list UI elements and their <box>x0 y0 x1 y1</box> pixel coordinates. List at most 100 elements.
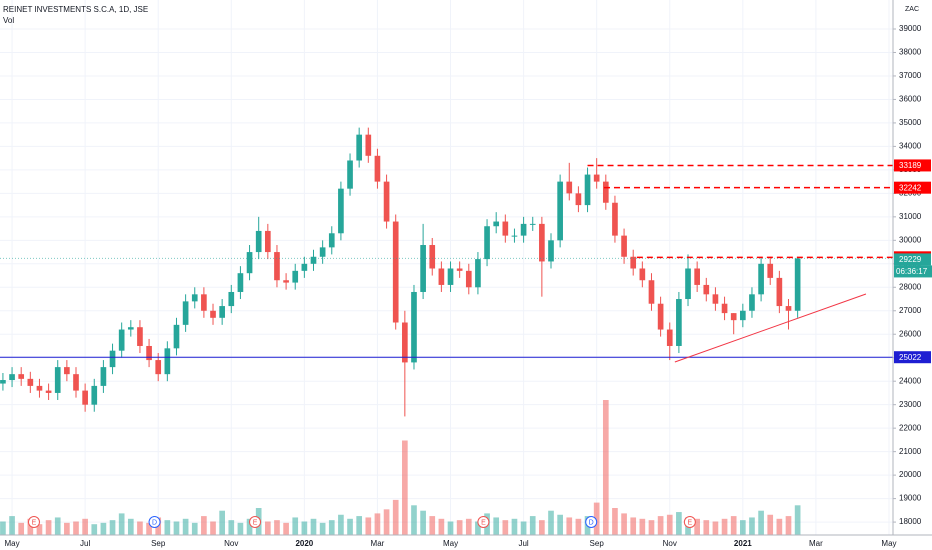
candle-body <box>201 294 207 311</box>
candle-body <box>228 291 235 307</box>
candle-body <box>274 252 280 281</box>
candle-body <box>0 380 6 384</box>
candle-body <box>9 374 15 381</box>
volume-bar <box>402 440 408 535</box>
volume-bar <box>475 521 481 535</box>
volume-bar <box>283 522 289 535</box>
volume-bar <box>739 520 746 535</box>
candle-body <box>639 268 646 281</box>
candle-body <box>328 233 335 248</box>
volume-bar <box>328 520 335 535</box>
candle-body <box>739 310 746 321</box>
volume-bar <box>274 520 280 535</box>
candle-body <box>630 256 637 269</box>
event-marker <box>249 516 262 528</box>
x-tick-label: May <box>4 539 19 548</box>
candle-body <box>712 294 719 304</box>
candle-body <box>18 374 25 379</box>
candle-body <box>447 268 454 285</box>
candle-body <box>721 303 728 314</box>
candle-body <box>785 306 792 311</box>
candle-body <box>137 327 143 346</box>
candle-body <box>392 221 399 323</box>
candle-body <box>557 181 563 241</box>
candle-body <box>283 280 289 283</box>
volume-bar <box>420 510 426 535</box>
volume-bar <box>557 514 563 535</box>
volume-bar <box>347 518 353 535</box>
candle-body <box>173 324 180 349</box>
candle-body <box>648 280 655 304</box>
volume-bar <box>365 517 372 535</box>
volume-bar <box>228 520 235 535</box>
volume-bar <box>767 514 774 535</box>
countdown: 06:36:17 <box>896 267 928 276</box>
countdown-bg <box>894 265 932 278</box>
x-tick-label: Mar <box>809 539 823 548</box>
volume-label: Vol <box>3 16 14 25</box>
volume-bar <box>776 518 783 535</box>
volume-bar <box>794 505 801 535</box>
candle-body <box>548 240 554 262</box>
candle-body <box>383 181 390 222</box>
volume-bar <box>703 520 710 535</box>
volume-bar <box>548 510 554 535</box>
price-label: 25022 <box>899 353 922 362</box>
volume-bar <box>374 513 381 535</box>
volume-bar <box>758 510 764 535</box>
candle-body <box>319 247 326 257</box>
price-label: 29229 <box>899 255 922 264</box>
volume-bar <box>237 522 244 535</box>
y-tick-label: 38000 <box>899 48 922 57</box>
price-label-bg <box>894 159 931 172</box>
volume-bar <box>539 520 545 535</box>
price-label-bg <box>894 253 931 266</box>
candle-body <box>676 299 682 346</box>
candle-body <box>127 327 134 330</box>
candle-body <box>109 350 116 368</box>
volume-bar <box>27 518 34 535</box>
candle-body <box>767 263 774 278</box>
candle-body <box>465 270 472 288</box>
price-label: 32242 <box>899 183 922 192</box>
volume-bar <box>648 520 655 535</box>
candle-body <box>420 245 426 292</box>
volume-bar <box>338 514 344 535</box>
candle-body <box>694 268 700 285</box>
event-label: E <box>688 519 693 526</box>
candle-body <box>402 322 408 363</box>
volume-bar <box>502 520 509 535</box>
volume-bar <box>666 514 673 535</box>
candle-body <box>191 294 198 302</box>
price-label: 33189 <box>899 161 922 170</box>
volume-bar <box>447 521 454 535</box>
volume-bar <box>146 522 152 535</box>
volume-bar <box>182 518 189 535</box>
volume-bar <box>392 499 399 535</box>
volume-bar <box>694 518 700 535</box>
candle-body <box>237 273 244 292</box>
volume-bar <box>575 518 582 535</box>
y-tick-label: 19000 <box>899 494 922 503</box>
candle-body <box>511 235 518 237</box>
candle-body <box>164 348 171 375</box>
volume-bar <box>0 521 6 535</box>
volume-bar <box>612 508 618 535</box>
volume-bar <box>310 518 317 535</box>
candle-body <box>429 245 436 269</box>
candle-body <box>666 329 673 346</box>
candle-body <box>730 313 737 321</box>
volume-bar <box>749 517 755 535</box>
event-marker <box>585 516 598 528</box>
volume-bar <box>630 517 637 535</box>
event-label: E <box>481 519 486 526</box>
volume-bar <box>511 518 518 535</box>
candle-body <box>520 223 527 236</box>
x-tick-label: 2020 <box>295 539 313 548</box>
price-label-bg <box>894 181 931 194</box>
y-tick-label: 20000 <box>899 470 922 479</box>
volume-bar <box>785 516 792 535</box>
volume-bar <box>173 521 180 535</box>
x-tick-label: Mar <box>371 539 385 548</box>
event-marker <box>148 516 161 528</box>
